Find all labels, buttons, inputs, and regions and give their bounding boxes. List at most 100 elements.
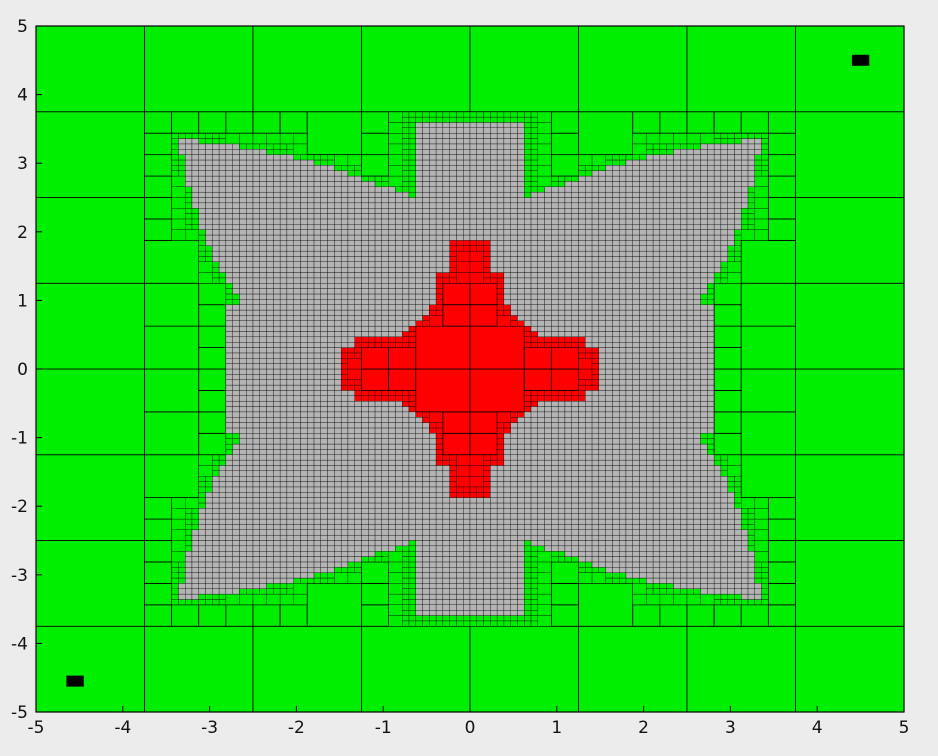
undecided-cell: [415, 266, 423, 273]
excluded-cell: [35, 540, 145, 627]
undecided-cell: [279, 433, 288, 439]
undecided-cell: [374, 213, 383, 220]
undecided-cell: [435, 593, 444, 600]
excluded-cell: [171, 593, 179, 600]
undecided-cell: [252, 379, 260, 386]
undecided-cell: [286, 513, 294, 520]
undecided-cell: [537, 288, 545, 295]
undecided-cell: [659, 390, 667, 396]
undecided-cell: [463, 529, 471, 536]
excluded-cell: [354, 165, 362, 171]
undecided-cell: [340, 277, 349, 284]
undecided-cell: [517, 470, 525, 477]
undecided-cell: [293, 524, 301, 530]
undecided-cell: [198, 583, 206, 589]
undecided-cell: [483, 599, 491, 605]
inside-cell: [415, 325, 471, 370]
excluded-cell: [279, 133, 294, 145]
undecided-cell: [524, 443, 532, 450]
undecided-cell: [429, 492, 437, 498]
excluded-cell: [144, 582, 173, 606]
undecided-cell: [327, 561, 335, 568]
inside-cell: [449, 470, 457, 477]
undecided-cell: [218, 583, 227, 589]
undecided-cell: [720, 572, 728, 579]
undecided-cell: [456, 208, 464, 214]
undecided-cell: [320, 427, 328, 434]
undecided-cell: [564, 481, 572, 488]
undecided-cell: [273, 470, 281, 477]
undecided-cell: [402, 277, 410, 284]
excluded-cell: [754, 529, 769, 541]
undecided-cell: [652, 411, 661, 418]
undecided-cell: [266, 459, 274, 466]
undecided-cell: [646, 513, 654, 520]
undecided-cell: [598, 390, 606, 396]
undecided-cell: [347, 508, 355, 514]
inside-cell: [408, 336, 416, 343]
undecided-cell: [273, 459, 281, 466]
undecided-cell: [496, 502, 505, 509]
undecided-cell: [666, 443, 674, 450]
undecided-cell: [619, 331, 627, 338]
undecided-cell: [340, 208, 349, 214]
undecided-cell: [239, 406, 247, 413]
undecided-cell: [232, 358, 240, 364]
undecided-cell: [741, 561, 749, 568]
excluded-cell: [524, 572, 532, 579]
undecided-cell: [693, 454, 701, 461]
undecided-cell: [605, 534, 613, 541]
undecided-cell: [374, 540, 383, 547]
undecided-cell: [429, 283, 437, 289]
inside-cell: [435, 443, 444, 450]
undecided-cell: [503, 486, 511, 493]
excluded-cell: [408, 143, 416, 150]
undecided-cell: [388, 186, 396, 193]
undecided-cell: [374, 433, 383, 439]
undecided-cell: [408, 529, 416, 536]
excluded-cell: [496, 620, 505, 627]
undecided-cell: [313, 374, 321, 380]
excluded-cell: [578, 567, 586, 573]
undecided-cell: [557, 406, 566, 413]
undecided-cell: [544, 540, 552, 547]
undecided-cell: [279, 331, 288, 338]
excluded-cell: [402, 175, 410, 182]
undecided-cell: [415, 261, 423, 268]
excluded-cell: [185, 229, 199, 241]
undecided-cell: [361, 277, 369, 284]
undecided-cell: [252, 406, 260, 413]
inside-cell: [496, 293, 505, 300]
undecided-cell: [361, 309, 369, 316]
undecided-cell: [368, 208, 376, 214]
undecided-cell: [551, 513, 559, 520]
undecided-cell: [273, 374, 281, 380]
undecided-cell: [334, 524, 342, 530]
undecided-cell: [415, 208, 423, 214]
undecided-cell: [347, 502, 355, 509]
undecided-cell: [510, 459, 518, 466]
excluded-cell: [734, 599, 742, 605]
undecided-cell: [557, 497, 566, 504]
excluded-cell: [747, 529, 755, 536]
undecided-cell: [232, 561, 240, 568]
excluded-cell: [713, 411, 742, 434]
undecided-cell: [639, 417, 647, 423]
undecided-cell: [442, 181, 450, 187]
undecided-cell: [463, 181, 471, 187]
undecided-cell: [259, 551, 267, 557]
undecided-cell: [463, 588, 471, 595]
undecided-cell: [198, 218, 206, 225]
undecided-cell: [232, 374, 240, 380]
undecided-cell: [239, 202, 247, 209]
excluded-cell: [361, 561, 390, 584]
undecided-cell: [239, 368, 247, 375]
undecided-cell: [307, 368, 315, 375]
undecided-cell: [191, 165, 199, 171]
undecided-cell: [659, 347, 667, 354]
undecided-cell: [347, 283, 355, 289]
undecided-cell: [374, 406, 383, 413]
excluded-cell: [388, 604, 403, 616]
undecided-cell: [537, 315, 545, 321]
undecided-cell: [361, 331, 369, 338]
